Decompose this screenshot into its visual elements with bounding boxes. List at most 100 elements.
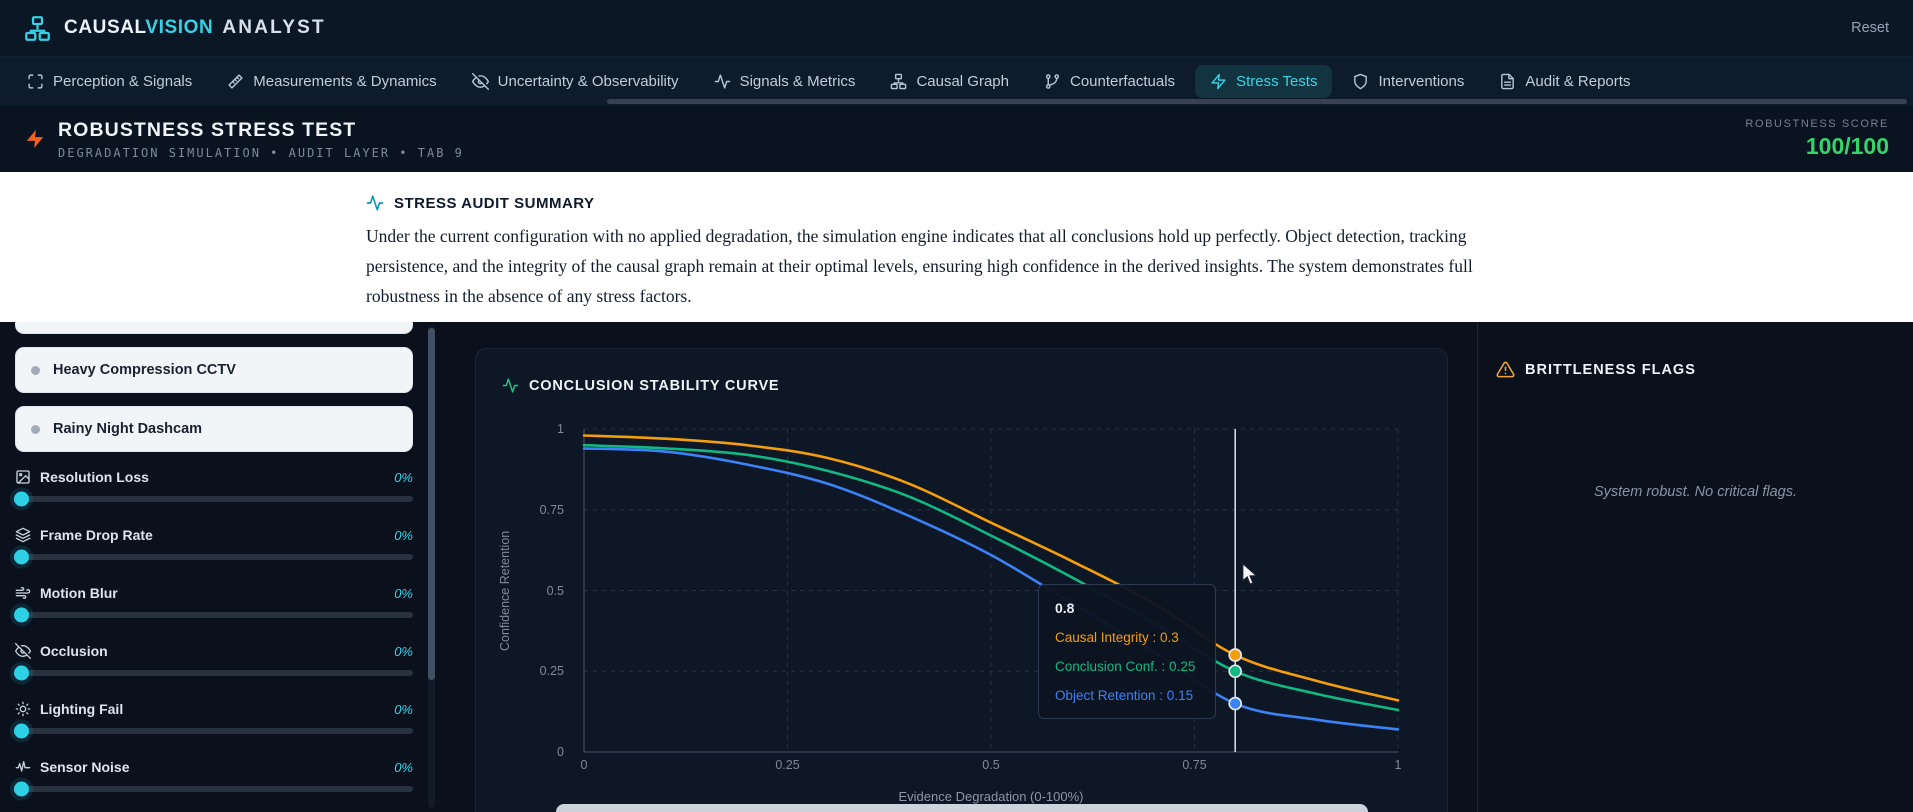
zap-icon <box>1210 73 1227 90</box>
slider-label: Motion Blur <box>40 585 118 601</box>
x-axis-ticks: 0 0.25 0.5 0.75 1 <box>581 758 1402 774</box>
flags-heading: BRITTLENESS FLAGS <box>1496 360 1893 379</box>
sidebar-scrollbar-thumb[interactable] <box>428 328 435 680</box>
eye-off-icon <box>15 643 31 659</box>
stress-audit-summary: STRESS AUDIT SUMMARY Under the current c… <box>0 172 1913 322</box>
summary-body: Under the current configuration with no … <box>366 226 1473 306</box>
slider-thumb[interactable] <box>14 607 29 623</box>
slider-head: Sensor Noise 0% <box>15 757 413 777</box>
slider-value: 0% <box>394 759 413 775</box>
tab-signals-metrics[interactable]: Signals & Metrics <box>699 65 871 98</box>
tooltip-series-object-retention: Object Retention : 0.15 <box>1055 688 1194 703</box>
slider-list: Resolution Loss 0% Frame Drop Rate 0% Motion… <box>14 467 413 797</box>
tab-list: Perception & Signals Measurements & Dynam… <box>12 65 1645 98</box>
tab-label: Causal Graph <box>916 73 1009 90</box>
scenario-label: Rainy Night Dashcam <box>53 421 203 437</box>
tab-label: Uncertainty & Observability <box>497 73 679 90</box>
y-tick-label: 1 <box>557 422 564 436</box>
tabbar-scrollbar[interactable] <box>607 99 1907 104</box>
chart-tooltip: 0.8 Causal Integrity : 0.3 Conclusion Con… <box>1038 584 1216 719</box>
slider-thumb[interactable] <box>14 491 29 507</box>
warning-triangle-icon <box>1496 360 1515 379</box>
tab-stress-tests[interactable]: Stress Tests <box>1195 65 1333 98</box>
slider-track[interactable] <box>14 549 413 565</box>
activity-icon <box>714 73 731 90</box>
slider-thumb[interactable] <box>14 781 29 797</box>
slider-track[interactable] <box>14 607 413 623</box>
tooltip-series-causal-integrity: Causal Integrity : 0.3 <box>1055 630 1179 645</box>
tab-audit-reports[interactable]: Audit & Reports <box>1484 65 1645 98</box>
ruler-icon <box>227 73 244 90</box>
series-line-conclusion-conf <box>582 443 1400 712</box>
image-icon <box>15 469 31 485</box>
tab-causal-graph[interactable]: Causal Graph <box>875 65 1024 98</box>
tab-interventions[interactable]: Interventions <box>1337 65 1479 98</box>
tooltip-rows: Causal Integrity : 0.3 Conclusion Conf. :… <box>1055 630 1199 703</box>
slider-head: Motion Blur 0% <box>15 583 413 603</box>
top-header: CAUSALVISION ANALYST Reset <box>0 0 1913 57</box>
scenario-card-rainy-night-dashcam[interactable]: Rainy Night Dashcam <box>15 406 413 452</box>
pulse-icon <box>15 759 31 775</box>
series-line-object-retention <box>582 447 1400 731</box>
eye-off-icon <box>471 73 489 90</box>
degradation-slider-frame-drop-rate: Frame Drop Rate 0% <box>14 525 413 565</box>
slider-value: 0% <box>394 527 413 543</box>
pulse-wave-icon <box>366 194 384 212</box>
reset-button[interactable]: Reset <box>1851 20 1889 36</box>
brittleness-flags-panel: BRITTLENESS FLAGS System robust. No crit… <box>1477 322 1913 812</box>
x-axis-label: Evidence Degradation (0-100%) <box>898 789 1084 804</box>
slider-track[interactable] <box>14 781 413 797</box>
degradation-sidebar: Heavy Compression CCTV Rainy Night Dashca… <box>0 322 437 812</box>
page-title: ROBUSTNESS STRESS TEST <box>58 118 357 141</box>
cursor-point-conclusion-conf <box>1228 664 1243 679</box>
slider-value: 0% <box>394 585 413 601</box>
slider-thumb[interactable] <box>14 549 29 565</box>
degradation-slider-resolution-loss: Resolution Loss 0% <box>14 467 413 507</box>
slider-track[interactable] <box>14 665 413 681</box>
flags-title: BRITTLENESS FLAGS <box>1525 361 1696 378</box>
tab-counterfactuals[interactable]: Counterfactuals <box>1029 65 1190 98</box>
tab-perception-signals[interactable]: Perception & Signals <box>12 65 207 98</box>
slider-value: 0% <box>394 469 413 485</box>
cursor-point-causal-integrity <box>1228 648 1243 662</box>
network-icon <box>890 73 907 90</box>
mouse-cursor-icon <box>1242 562 1259 586</box>
degradation-slider-sensor-noise: Sensor Noise 0% <box>14 757 413 797</box>
bullet-dot-icon <box>31 365 40 375</box>
shield-icon <box>1352 73 1369 90</box>
degradation-slider-motion-blur: Motion Blur 0% <box>14 583 413 623</box>
subheader-text: ROBUSTNESS STRESS TEST DEGRADATION SIMUL… <box>58 119 464 160</box>
brand-analyst: ANALYST <box>222 17 326 38</box>
x-tick-label: 1 <box>1394 758 1402 772</box>
flame-zap-icon <box>24 128 46 150</box>
slider-thumb[interactable] <box>14 665 29 681</box>
report-icon <box>1499 73 1516 90</box>
pulse-wave-icon <box>502 377 519 394</box>
summary-heading: STRESS AUDIT SUMMARY <box>366 194 1913 212</box>
y-tick-label: 0.75 <box>539 502 564 517</box>
sidebar-scrollbar[interactable] <box>428 326 435 808</box>
slider-label: Sensor Noise <box>40 759 130 775</box>
frame-icon <box>27 73 44 90</box>
slider-label: Resolution Loss <box>40 469 149 485</box>
slider-thumb[interactable] <box>14 723 29 739</box>
tab-uncertainty-observability[interactable]: Uncertainty & Observability <box>457 65 694 98</box>
app-title: CAUSALVISION ANALYST <box>64 17 326 39</box>
scenario-card-partial[interactable] <box>15 322 413 334</box>
scenario-card-heavy-compression-cctv[interactable]: Heavy Compression CCTV <box>15 347 413 393</box>
y-tick-label: 0.5 <box>546 583 564 598</box>
stability-chart[interactable] <box>582 428 1400 753</box>
y-tick-label: 0 <box>557 745 564 759</box>
slider-head: Occlusion 0% <box>15 641 413 661</box>
y-axis-label: Confidence Retention <box>498 530 512 651</box>
summary-title: STRESS AUDIT SUMMARY <box>394 194 595 212</box>
master-degradation-slider[interactable] <box>556 804 1368 812</box>
cursor-point-object-retention <box>1228 696 1243 711</box>
bullet-dot-icon <box>31 424 40 434</box>
tab-measurements-dynamics[interactable]: Measurements & Dynamics <box>212 65 451 98</box>
tab-label: Signals & Metrics <box>739 73 856 90</box>
tab-label: Audit & Reports <box>1525 73 1631 90</box>
slider-track[interactable] <box>14 491 413 507</box>
slider-track[interactable] <box>14 723 413 739</box>
slider-value: 0% <box>394 643 413 659</box>
